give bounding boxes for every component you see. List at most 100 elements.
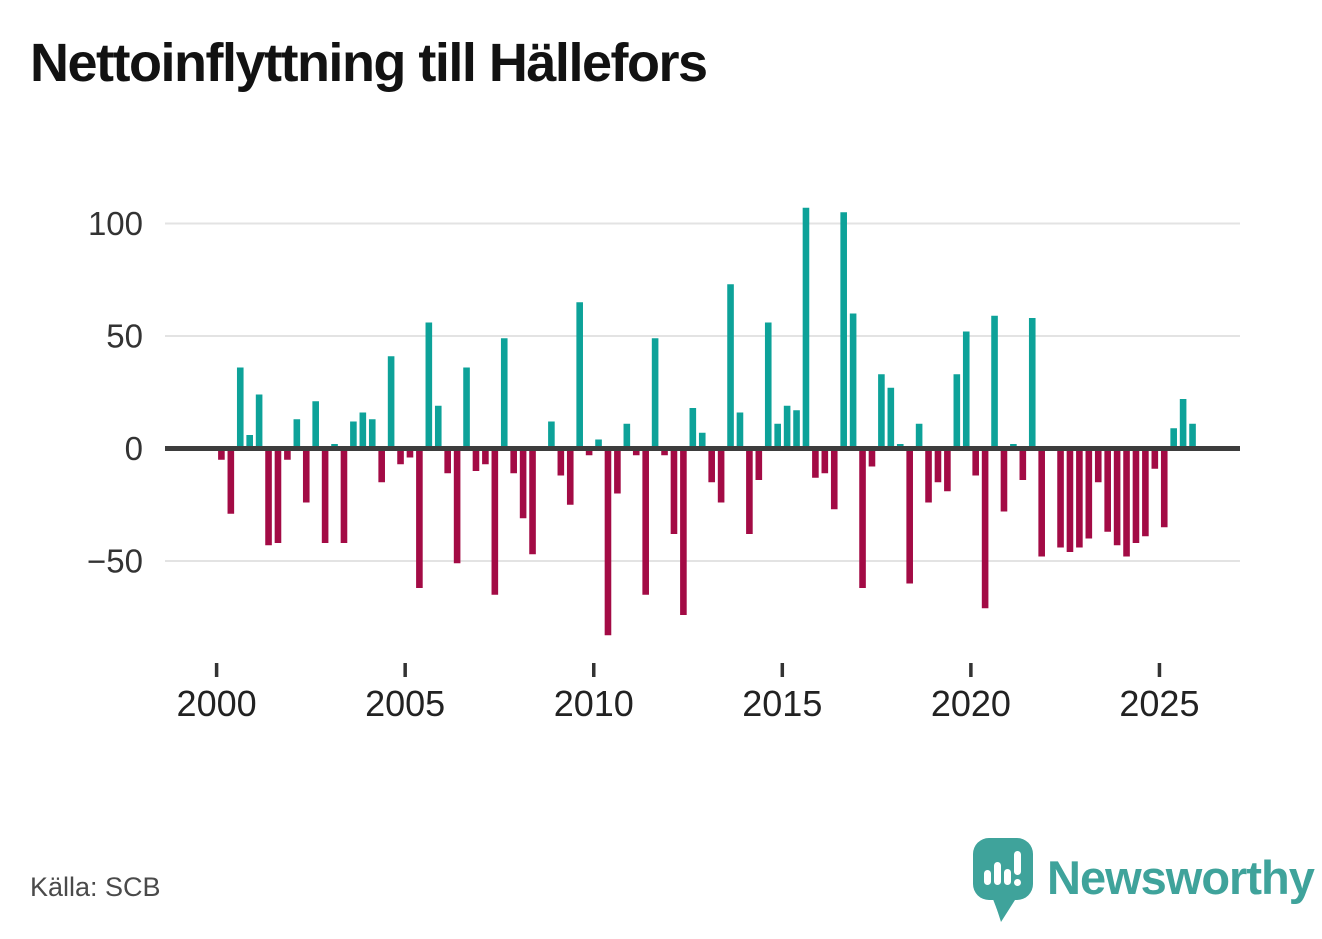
bar-2015-Q1 xyxy=(783,405,791,449)
bar-2018-Q2 xyxy=(906,448,913,584)
bar-2005-Q4 xyxy=(434,405,442,449)
bar-2016-Q4 xyxy=(849,313,857,449)
bar-2020-Q4 xyxy=(1000,448,1008,512)
x-tick-label: 2010 xyxy=(554,683,634,724)
bar-2009-Q1 xyxy=(557,448,565,476)
bar-2017-Q2 xyxy=(868,448,876,467)
bar-2020-Q1 xyxy=(972,448,979,476)
bar-2010-Q3 xyxy=(614,448,621,494)
bar-2017-Q1 xyxy=(859,448,866,588)
x-tick-label: 2015 xyxy=(742,683,822,724)
source-note: Källa: SCB xyxy=(30,872,161,902)
y-tick-label: 50 xyxy=(106,318,143,355)
bar-2005-Q3 xyxy=(425,322,433,449)
bar-2007-Q4 xyxy=(510,448,517,474)
bar-2019-Q3 xyxy=(953,374,961,449)
bar-2011-Q4 xyxy=(661,448,668,456)
bar-2001-Q4 xyxy=(284,448,291,460)
bar-2009-Q2 xyxy=(566,448,574,505)
bar-2013-Q4 xyxy=(736,412,744,449)
bar-2008-Q4 xyxy=(548,421,555,449)
bar-2002-Q2 xyxy=(302,448,310,503)
bar-2025-Q1 xyxy=(1160,448,1168,528)
bar-2009-Q3 xyxy=(576,302,583,449)
bar-2013-Q2 xyxy=(717,448,725,503)
bar-2012-Q1 xyxy=(670,448,678,534)
bar-2000-Q4 xyxy=(246,435,253,449)
x-tick-label: 2000 xyxy=(177,683,257,724)
bar-2024-Q2 xyxy=(1132,448,1140,543)
bar-2024-Q3 xyxy=(1142,448,1149,537)
bar-2008-Q1 xyxy=(519,448,527,519)
bar-2022-Q3 xyxy=(1066,448,1074,552)
bar-2018-Q3 xyxy=(915,423,923,449)
bar-2012-Q4 xyxy=(698,432,706,449)
y-tick-label: −50 xyxy=(87,543,143,580)
bar-2014-Q1 xyxy=(746,448,753,534)
page-title: Nettoinflyttning till Hällefors xyxy=(30,33,708,93)
bar-2015-Q2 xyxy=(793,410,800,449)
newsworthy-logo: Newsworthy xyxy=(973,838,1315,924)
bar-2002-Q1 xyxy=(293,419,301,449)
bar-2001-Q2 xyxy=(265,448,272,546)
bar-2001-Q1 xyxy=(255,394,263,449)
bar-2025-Q4 xyxy=(1189,423,1196,449)
bar-2023-Q2 xyxy=(1094,448,1102,483)
bar-2007-Q2 xyxy=(491,448,499,595)
bar-2005-Q2 xyxy=(416,448,423,588)
bar-2014-Q4 xyxy=(774,423,781,449)
newsworthy-wordmark: Newsworthy xyxy=(1047,851,1315,904)
bar-2007-Q1 xyxy=(482,448,489,465)
bar-2011-Q3 xyxy=(651,338,659,449)
bar-2012-Q2 xyxy=(680,448,687,615)
bar-2006-Q1 xyxy=(444,448,451,474)
bar-2014-Q2 xyxy=(755,448,763,480)
bar-2006-Q4 xyxy=(472,448,480,471)
bar-2012-Q3 xyxy=(689,408,697,449)
bar-2017-Q4 xyxy=(887,387,895,449)
bar-2013-Q3 xyxy=(727,284,734,449)
bar-2015-Q3 xyxy=(802,207,810,449)
bar-2004-Q2 xyxy=(378,448,385,483)
bar-2000-Q3 xyxy=(236,367,244,449)
bar-2023-Q1 xyxy=(1085,448,1093,539)
newsworthy-logo-icon xyxy=(973,838,1033,922)
bar-2003-Q3 xyxy=(350,421,357,449)
bar-2016-Q2 xyxy=(830,448,838,510)
bar-2009-Q4 xyxy=(585,448,593,456)
bar-2010-Q2 xyxy=(604,448,612,636)
bar-2022-Q2 xyxy=(1057,448,1064,548)
bar-2017-Q3 xyxy=(878,374,885,449)
bar-2018-Q4 xyxy=(925,448,932,503)
bar-2023-Q4 xyxy=(1113,448,1121,546)
x-tick-label: 2005 xyxy=(365,683,445,724)
bar-2025-Q2 xyxy=(1170,428,1177,449)
bar-2019-Q1 xyxy=(934,448,942,483)
x-tick-label: 2025 xyxy=(1119,683,1199,724)
bar-2021-Q4 xyxy=(1038,448,1045,557)
bar-2005-Q1 xyxy=(406,448,414,458)
bar-2024-Q4 xyxy=(1151,448,1159,469)
bar-2014-Q3 xyxy=(764,322,772,449)
bar-2021-Q3 xyxy=(1028,318,1036,449)
bar-2004-Q1 xyxy=(368,419,376,449)
bar-2022-Q4 xyxy=(1076,448,1083,548)
bar-2019-Q2 xyxy=(944,448,951,492)
bar-2025-Q3 xyxy=(1179,399,1187,449)
bar-2001-Q3 xyxy=(274,448,282,543)
bar-2011-Q2 xyxy=(642,448,649,595)
bar-2000-Q1 xyxy=(218,448,225,460)
x-tick-label: 2020 xyxy=(931,683,1011,724)
bar-2011-Q1 xyxy=(632,448,640,456)
bar-2023-Q3 xyxy=(1104,448,1111,532)
bar-2015-Q4 xyxy=(812,448,819,478)
bar-2020-Q2 xyxy=(981,448,989,609)
bar-2004-Q4 xyxy=(397,448,404,465)
bar-2013-Q1 xyxy=(708,448,715,483)
bar-2024-Q1 xyxy=(1123,448,1130,557)
bar-2006-Q2 xyxy=(453,448,461,564)
bar-2007-Q3 xyxy=(500,338,508,449)
bar-2016-Q1 xyxy=(821,448,829,474)
bar-2004-Q3 xyxy=(387,356,395,449)
